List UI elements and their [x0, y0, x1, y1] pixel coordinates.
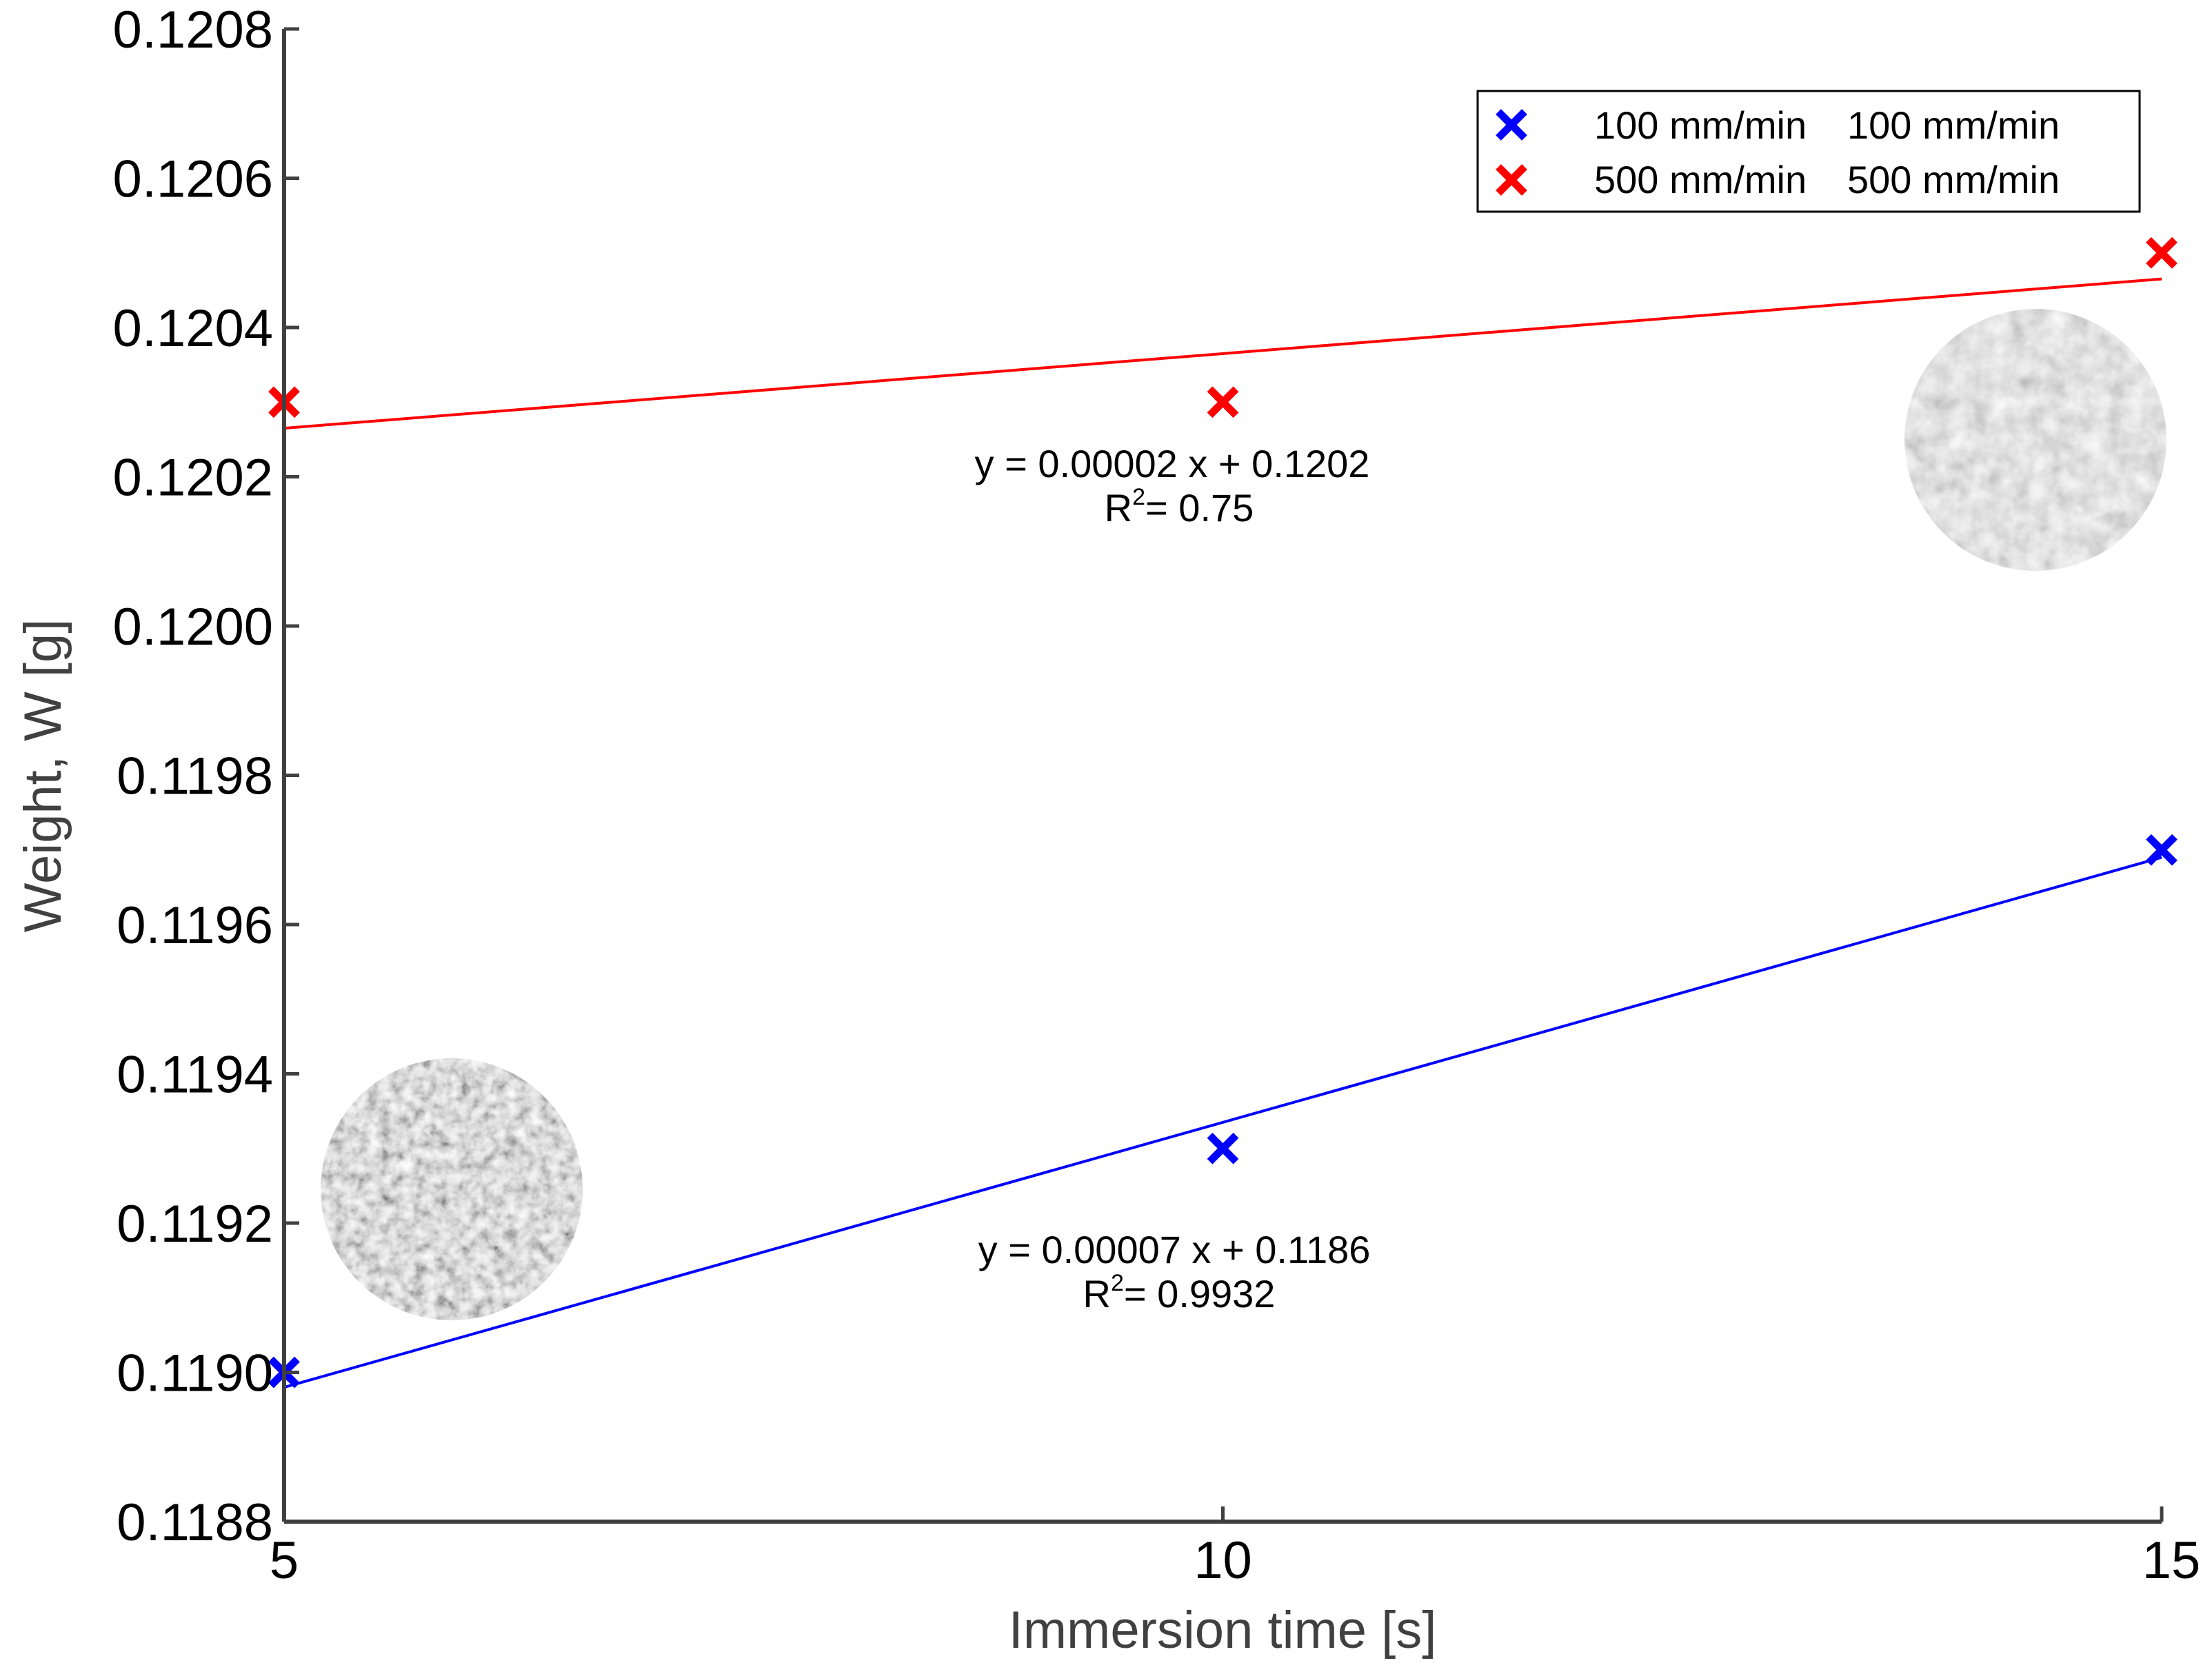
y-axis-ticks: 0.1188 0.1190 0.1192 0.1194 0.1196 0.1198 0.12… — [113, 1, 299, 1552]
x-axis-label: Immersion time [s] — [1009, 1601, 1437, 1660]
micrograph-inset-light — [1904, 309, 2166, 571]
fit-line-500 — [283, 277, 2162, 430]
y-tick-label: 0.1190 — [117, 1344, 273, 1403]
y-tick-label: 0.1204 — [113, 299, 273, 358]
fit-equation-500: y = 0.00002 x + 0.1202 R2= 0.75 — [975, 442, 1370, 530]
fit-equation-100: y = 0.00007 x + 0.1186 R2= 0.9932 — [978, 1228, 1371, 1315]
legend-label-500-secondary: 500 mm/min — [1847, 158, 2060, 201]
x-tick-label: 5 — [270, 1531, 299, 1590]
y-tick-label: 0.1206 — [113, 150, 273, 209]
data-markers — [268, 236, 2178, 1389]
y-tick-label: 0.1202 — [113, 449, 273, 507]
fit-equation-100-text: y = 0.00007 x + 0.1186 — [978, 1228, 1371, 1271]
point-500-15 — [2146, 236, 2178, 269]
y-tick-label: 0.1192 — [117, 1195, 273, 1253]
micrograph-inset-dark — [321, 1058, 583, 1320]
legend-marker-500 — [1496, 164, 1527, 196]
legend: 100 mm/min 100 mm/min 500 mm/min 500 mm/… — [1476, 90, 2141, 213]
fit-r2-500: R2= 0.75 — [1105, 484, 1254, 530]
legend-marker-100 — [1496, 109, 1527, 141]
fit-r2-100: R2= 0.9932 — [1083, 1270, 1276, 1315]
x-tick-label: 15 — [2142, 1531, 2201, 1590]
legend-label-100: 100 mm/min — [1594, 103, 1807, 147]
y-tick-label: 0.1200 — [113, 598, 273, 656]
fit-line-100 — [283, 856, 2162, 1389]
x-tick-label: 10 — [1194, 1531, 1252, 1590]
point-100-10 — [1207, 1132, 1239, 1164]
point-100-15 — [2146, 834, 2178, 866]
x-axis-ticks: 5 10 15 — [270, 1506, 2200, 1590]
y-axis-label: Weight, W [g] — [14, 619, 72, 933]
legend-box — [1476, 90, 2141, 213]
y-tick-label: 0.1194 — [117, 1046, 273, 1105]
legend-label-100-secondary: 100 mm/min — [1847, 103, 2060, 147]
point-500-10 — [1207, 386, 1239, 418]
y-tick-label: 0.1196 — [117, 896, 273, 955]
fit-equation-500-text: y = 0.00002 x + 0.1202 — [975, 442, 1370, 485]
y-tick-label: 0.1188 — [117, 1493, 273, 1552]
fit-lines — [283, 277, 2162, 1389]
y-tick-label: 0.1208 — [113, 1, 273, 59]
y-tick-label: 0.1198 — [117, 747, 273, 806]
legend-label-500: 500 mm/min — [1594, 158, 1807, 201]
